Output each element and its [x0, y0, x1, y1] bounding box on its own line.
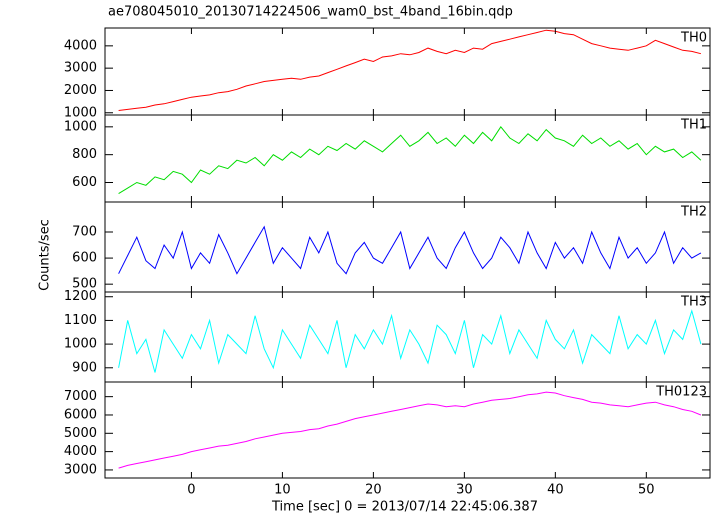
y-tick-label: 6000: [64, 407, 97, 422]
y-tick-label: 1000: [64, 119, 97, 134]
series-line: [118, 125, 702, 195]
x-axis-label: Time [sec] 0 = 2013/07/14 22:45:06.387: [271, 500, 538, 515]
y-tick-label: 2000: [64, 83, 97, 98]
y-tick-label: 1000: [64, 337, 97, 352]
y-tick-label: 4000: [64, 444, 97, 459]
plot-frame: [104, 381, 711, 479]
series-label: TH3: [680, 295, 707, 310]
y-tick-label: 1100: [64, 313, 97, 328]
y-tick-label: 600: [72, 175, 97, 190]
x-tick-label: 0: [187, 483, 195, 498]
y-tick-label: 3000: [64, 61, 97, 76]
y-tick-label: 7000: [64, 389, 97, 404]
y-tick-label: 500: [72, 277, 97, 292]
x-tick-label: 20: [365, 483, 382, 498]
series-line: [118, 225, 702, 275]
x-tick-label: 30: [456, 483, 473, 498]
y-axis-label: Counts/sec: [38, 219, 53, 291]
y-tick-label: 800: [72, 147, 97, 162]
x-tick-label: 10: [274, 483, 291, 498]
series-line: [118, 391, 702, 469]
chart-title: ae708045010_20130714224506_wam0_bst_4ban…: [108, 5, 513, 20]
series-label: TH0123: [655, 385, 707, 400]
y-tick-label: 600: [72, 251, 97, 266]
x-tick-label: 40: [547, 483, 564, 498]
series-label: TH1: [680, 118, 707, 133]
series-line: [118, 29, 702, 111]
x-tick-label: 50: [638, 483, 655, 498]
y-tick-label: 4000: [64, 38, 97, 53]
y-tick-label: 1200: [64, 289, 97, 304]
y-tick-label: 5000: [64, 426, 97, 441]
series-label: TH2: [680, 205, 707, 220]
series-line: [118, 309, 702, 373]
y-tick-label: 1000: [64, 105, 97, 120]
y-tick-label: 700: [72, 225, 97, 240]
y-tick-label: 3000: [64, 462, 97, 477]
y-tick-label: 900: [72, 360, 97, 375]
series-label: TH0: [680, 31, 707, 46]
